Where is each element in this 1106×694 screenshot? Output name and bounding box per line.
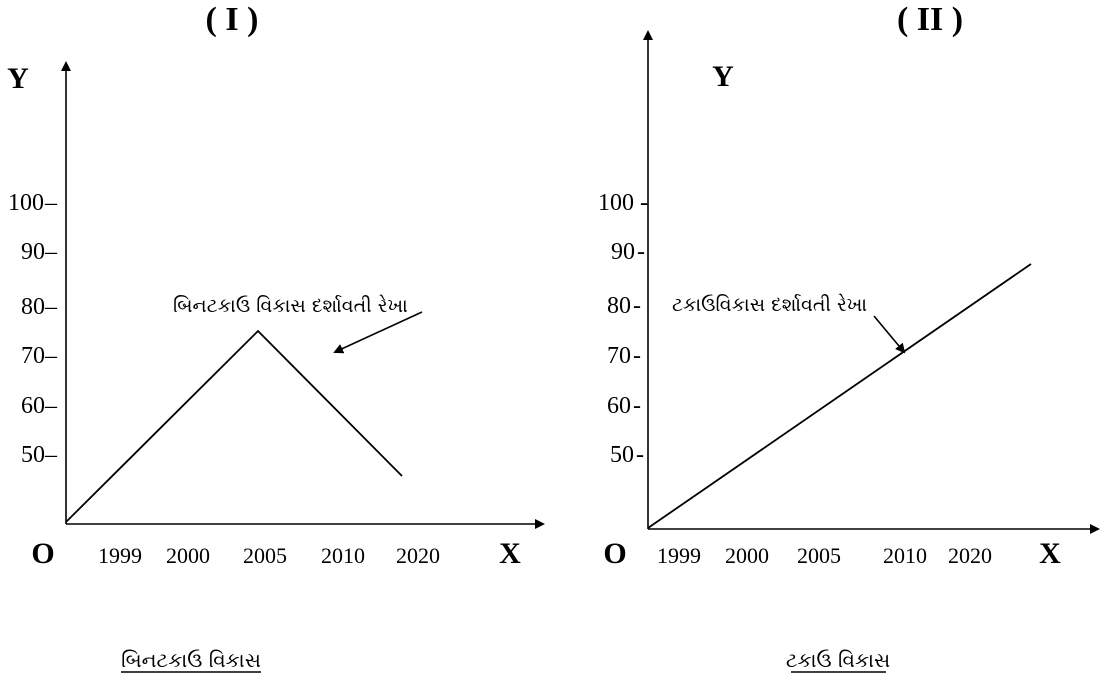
panel-2-x-tick: 2005 — [797, 543, 841, 568]
panel-1-unsustainable-line — [65, 329, 403, 523]
panel-1-y-tick-dash: – — [44, 190, 58, 216]
panel-2-y-tick: 100 — [598, 190, 634, 216]
panel-1: ( I ) Y X O 100 – 90 – 80 – 70 – 60 – 50… — [7, 1, 545, 673]
panel-1-annotation-arrow — [333, 311, 423, 354]
panel-2-caption: ટકાઉ વિકાસ — [786, 648, 890, 672]
panel-1-y-tick-dash: – — [44, 442, 58, 468]
panel-1-y-tick: 70 — [21, 343, 45, 369]
panel-1-y-tick: 60 — [21, 393, 45, 419]
panel-2-y-tick: 60 — [607, 393, 631, 419]
panel-2-y-axis-label: Y — [712, 60, 734, 93]
panel-1-caption: બિનટકાઉ વિકાસ — [121, 648, 261, 672]
panel-2-origin-label: O — [603, 537, 626, 570]
panel-1-origin-label: O — [31, 537, 54, 570]
panel-1-y-tick: 100 — [8, 190, 44, 216]
panel-1-title: ( I ) — [206, 1, 259, 38]
panel-2-x-tick: 2000 — [725, 543, 769, 568]
panel-1-y-tick-dash: – — [44, 294, 58, 320]
panel-2-annotation: ટકાઉવિકાસ દર્શાવતી રેખા — [672, 294, 867, 316]
panel-1-x-tick: 1999 — [98, 543, 142, 568]
panel-2-annotation-arrow — [873, 315, 906, 354]
panel-2-y-tick: 90 — [611, 239, 635, 265]
panel-2-x-tick: 1999 — [657, 543, 701, 568]
panel-2-title: ( II ) — [897, 1, 963, 38]
panel-2-y-tick-dash: - — [633, 293, 641, 319]
panel-2-y-tick-dash: - — [633, 343, 641, 369]
panel-2-y-tick-dash: - — [633, 393, 641, 419]
panel-1-y-tick-dash: – — [44, 239, 58, 265]
panel-1-y-tick: 90 — [21, 239, 45, 265]
panel-1-x-tick: 2005 — [243, 543, 287, 568]
panel-1-y-axis-label: Y — [7, 62, 29, 95]
panel-2-y-tick: 80 — [607, 293, 631, 319]
panel-2-y-tick-dash: - — [637, 239, 645, 265]
panel-2: ( II ) Y X O 100 - 90 - 80 - 70 - 60 - 5… — [598, 1, 1100, 673]
panel-2-sustainable-line — [647, 263, 1032, 529]
panel-1-y-tick-dash: – — [44, 343, 58, 369]
panel-1-x-tick: 2010 — [321, 543, 365, 568]
panel-2-y-tick: 70 — [607, 343, 631, 369]
panel-2-y-tick-dash: - — [640, 190, 648, 216]
panel-2-x-tick: 2010 — [883, 543, 927, 568]
panel-1-y-tick-dash: – — [44, 393, 58, 419]
panel-1-annotation: બિનટકાઉ વિકાસ દર્શાવતી રેખા — [173, 295, 408, 317]
panel-1-y-tick: 80 — [21, 294, 45, 320]
panel-1-y-tick: 50 — [21, 442, 45, 468]
panel-2-x-tick: 2020 — [948, 543, 992, 568]
panel-2-x-axis-label: X — [1039, 537, 1061, 570]
panel-1-x-tick: 2000 — [166, 543, 210, 568]
panel-1-x-axis-label: X — [499, 537, 521, 570]
panel-1-x-tick: 2020 — [396, 543, 440, 568]
panel-2-y-tick-dash: - — [636, 442, 644, 468]
panel-2-y-tick: 50 — [610, 442, 634, 468]
